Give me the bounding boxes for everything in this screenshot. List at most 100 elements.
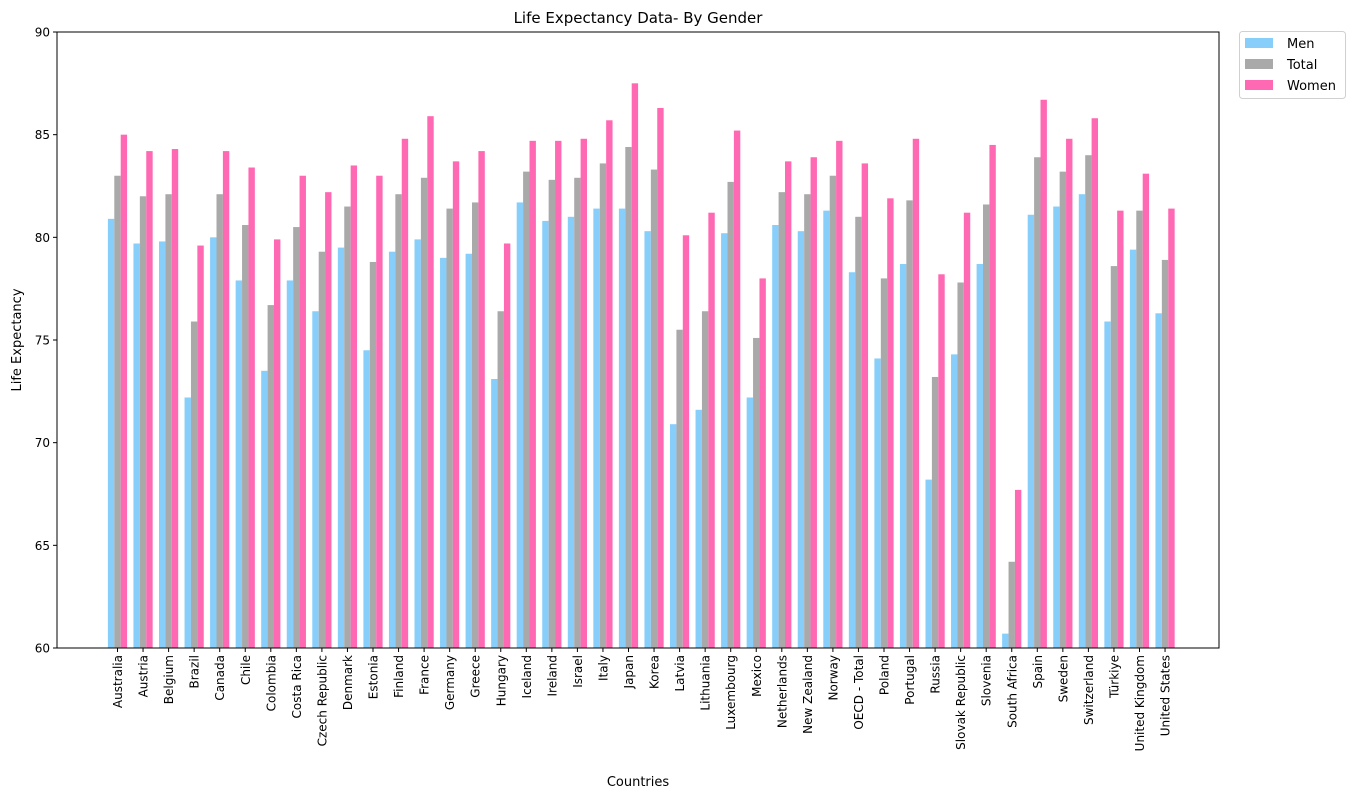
bar-men-18 — [567, 216, 575, 649]
x-tick-label: Finland — [392, 655, 406, 698]
bar-men-30 — [874, 358, 881, 648]
bar-men-3 — [184, 397, 191, 648]
bar-men-24 — [721, 233, 728, 649]
x-tick-label: Slovenia — [980, 655, 994, 706]
bar-women-9 — [350, 165, 358, 648]
x-tick-label: Czech Republic — [315, 655, 329, 746]
x-axis: Australia Austria Belgium Brazil Canada Chile… — [111, 648, 1173, 751]
bar-women-30 — [887, 198, 894, 648]
y-tick-label: 80 — [35, 231, 50, 245]
bar-total-34 — [983, 204, 990, 649]
x-tick-label: Mexico — [750, 655, 764, 697]
bar-men-20 — [618, 208, 626, 648]
bar-men-12 — [414, 239, 421, 648]
bar-women-15 — [503, 243, 511, 649]
bar-women-27 — [810, 157, 817, 648]
bar-women-25 — [759, 278, 766, 648]
bar-men-13 — [440, 257, 447, 648]
bar-total-36 — [1034, 157, 1041, 648]
bar-women-12 — [427, 116, 434, 648]
y-axis: 60 65 70 75 80 85 90 — [35, 26, 57, 656]
bar-men-38 — [1078, 194, 1086, 648]
bar-women-35 — [1014, 489, 1022, 648]
bar-total-27 — [804, 194, 811, 648]
bar-women-14 — [478, 151, 485, 648]
x-tick-label: Estonia — [367, 655, 381, 699]
x-tick-label: Spain — [1031, 655, 1045, 689]
x-tick-label: Colombia — [264, 655, 278, 711]
bar-total-23 — [701, 311, 709, 648]
x-tick-label: Japan — [622, 655, 636, 689]
bar-total-8 — [318, 251, 326, 648]
legend-label-women: Women — [1287, 79, 1336, 94]
x-tick-label: Poland — [878, 655, 892, 695]
x-tick-label: Russia — [929, 655, 943, 694]
bar-women-24 — [733, 130, 741, 648]
bar-women-8 — [325, 192, 332, 648]
bar-men-21 — [644, 231, 651, 649]
x-tick-label: Lithuania — [699, 655, 713, 711]
bar-total-38 — [1085, 155, 1092, 648]
bar-men-19 — [593, 208, 600, 648]
bar-women-5 — [248, 167, 255, 648]
bar-total-26 — [778, 192, 785, 648]
bar-men-26 — [772, 225, 779, 648]
bar-total-19 — [599, 163, 607, 648]
bars-layer — [107, 83, 1175, 649]
bar-men-15 — [491, 379, 498, 648]
x-tick-label: Netherlands — [775, 655, 789, 728]
bar-men-40 — [1129, 249, 1137, 648]
x-tick-label: Italy — [596, 655, 610, 681]
x-tick-label: Switzerland — [1082, 655, 1096, 725]
bar-men-41 — [1155, 313, 1162, 648]
bar-men-1 — [133, 243, 140, 649]
x-tick-label: Hungary — [494, 655, 508, 706]
x-tick-label: Chile — [239, 655, 253, 685]
x-tick-label: Sweden — [1056, 655, 1070, 702]
bar-women-29 — [861, 163, 869, 648]
bar-total-40 — [1136, 210, 1143, 648]
x-tick-label: Israel — [571, 655, 585, 688]
bar-women-7 — [299, 175, 306, 649]
bar-women-28 — [836, 140, 843, 648]
bar-total-37 — [1059, 171, 1067, 648]
legend: Men Total Women — [1239, 31, 1346, 99]
bar-total-24 — [727, 181, 734, 648]
bar-total-1 — [139, 196, 147, 648]
bar-women-40 — [1142, 173, 1150, 648]
bar-total-0 — [114, 175, 121, 649]
bar-women-23 — [708, 212, 715, 648]
x-tick-label: Germany — [443, 655, 457, 710]
y-tick-label: 90 — [35, 26, 50, 40]
bar-total-22 — [676, 329, 683, 648]
bar-men-32 — [925, 479, 932, 648]
bar-total-12 — [420, 177, 428, 649]
bar-total-16 — [523, 171, 530, 648]
bar-men-4 — [210, 237, 217, 648]
legend-label-men: Men — [1287, 37, 1314, 52]
x-tick-label: Denmark — [341, 655, 355, 710]
bar-men-7 — [286, 280, 294, 648]
x-tick-label: Greece — [469, 655, 483, 698]
bar-total-20 — [625, 146, 632, 649]
x-tick-label: Austria — [137, 655, 151, 697]
bar-men-39 — [1104, 321, 1111, 648]
x-tick-label: Belgium — [162, 655, 176, 704]
bar-women-22 — [682, 235, 690, 648]
bar-total-17 — [548, 179, 556, 648]
bar-men-36 — [1027, 214, 1035, 648]
x-tick-label: United Kingdom — [1133, 655, 1147, 751]
bar-total-25 — [753, 337, 760, 648]
bar-men-6 — [261, 370, 268, 648]
bar-total-13 — [446, 208, 453, 648]
bar-total-9 — [344, 206, 351, 648]
bar-women-34 — [989, 144, 996, 648]
bar-men-25 — [746, 397, 754, 648]
plot-frame — [56, 31, 1220, 649]
bar-total-28 — [829, 175, 837, 649]
y-tick-label: 60 — [35, 642, 50, 656]
bar-women-1 — [146, 151, 153, 648]
y-tick-label: 70 — [35, 436, 50, 450]
bar-total-33 — [957, 282, 964, 648]
bar-women-19 — [606, 120, 613, 649]
